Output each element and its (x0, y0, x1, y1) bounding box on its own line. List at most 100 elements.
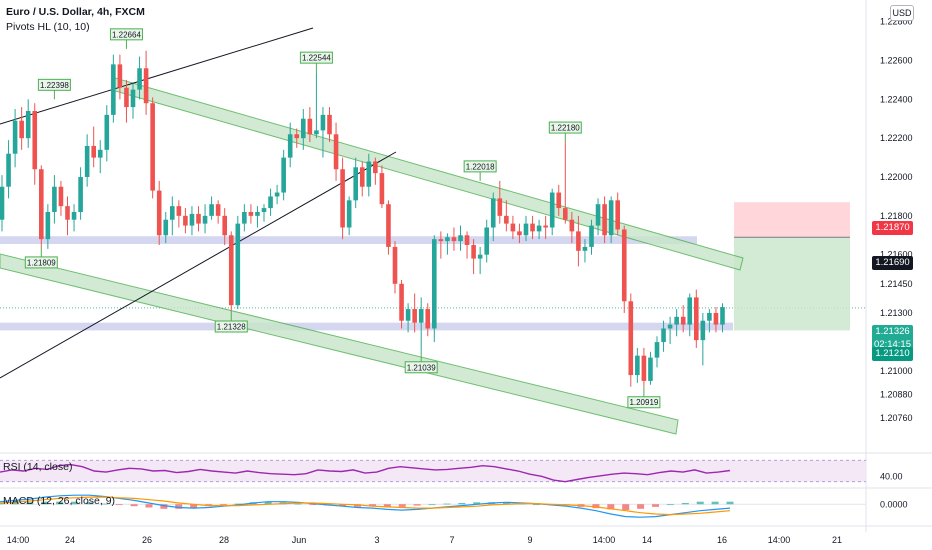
stop-price-tag: 1.21870 (872, 221, 913, 235)
candle-body (628, 301, 634, 376)
macd-histogram-bar (458, 502, 466, 505)
macd-histogram-bar (607, 504, 615, 510)
candle-body (635, 355, 640, 376)
macd-histogram-bar (711, 501, 719, 505)
candle-body (242, 211, 247, 224)
candle-body (490, 198, 496, 228)
pivot-label: 1.22180 (551, 124, 580, 133)
candle-body (667, 324, 673, 329)
candle-body (445, 237, 450, 242)
x-tick-label: 21 (832, 535, 842, 545)
candle-body (97, 149, 103, 158)
candle-body (183, 215, 188, 226)
candle-body (91, 145, 96, 158)
candle-body (563, 208, 568, 220)
macd-histogram-bar (428, 504, 436, 506)
candle-body (65, 206, 70, 220)
candle-body (294, 134, 300, 139)
macd-histogram-bar (398, 504, 406, 507)
candle-body (130, 89, 136, 108)
candle-body (268, 196, 273, 209)
candle-body (523, 223, 529, 236)
candle-body (661, 328, 666, 343)
macd-histogram-bar (503, 502, 511, 505)
macd-histogram-bar (56, 501, 64, 505)
y-tick-label: 1.21450 (880, 279, 913, 289)
target-price-tag: 1.21210 (872, 347, 913, 361)
currency-button[interactable]: USD (890, 5, 914, 21)
candle-body (615, 200, 620, 230)
candle-body (700, 320, 706, 341)
macd-histogram-bar (413, 504, 421, 506)
pivot-box (548, 121, 582, 134)
candle-body (654, 342, 660, 358)
candle-body (39, 169, 44, 240)
candle-body (602, 204, 607, 236)
candle-body (608, 200, 614, 236)
rsi-label[interactable]: RSI (14, close) (3, 461, 73, 473)
take-profit-zone (734, 237, 850, 331)
candle-body (425, 309, 431, 329)
pivot-label: 1.21328 (217, 323, 246, 332)
candle-body (517, 231, 522, 236)
y-tick-label: 1.21800 (880, 211, 913, 221)
pivot-box (109, 28, 143, 41)
macd-histogram-bar (145, 504, 153, 508)
candle-body (713, 312, 719, 325)
candle-body (694, 297, 699, 341)
candle-body (209, 204, 214, 216)
candle-body (189, 213, 195, 226)
current-price: 1.21326 (875, 326, 910, 337)
macd-label[interactable]: MACD (12, 26, close, 9) (3, 495, 116, 507)
pivot-box (214, 320, 248, 333)
pivot-box (627, 396, 661, 409)
entry-price-tag: 1.21690 (872, 256, 913, 270)
candle-body (25, 110, 31, 139)
indicator-label[interactable]: Pivots HL (10, 10) (6, 21, 90, 33)
candle-body (366, 161, 372, 187)
candle-body (432, 239, 437, 329)
candle-body (19, 120, 24, 139)
candle-body (707, 312, 712, 321)
candle-body (176, 206, 182, 216)
candle-body (477, 254, 483, 259)
macd-histogram-bar (41, 501, 49, 505)
candle-body (12, 120, 18, 154)
symbol-title[interactable]: Euro / U.S. Dollar, 4h, FXCM (6, 6, 145, 18)
pivot-label: 1.22398 (40, 81, 69, 90)
candle-body (674, 316, 679, 325)
y-tick-label: 1.22400 (880, 94, 913, 104)
macd-histogram-bar (234, 503, 242, 505)
x-tick-label: 14:00 (7, 535, 30, 545)
candle-body (373, 161, 378, 174)
candle-body (71, 211, 77, 220)
candle-body (32, 110, 38, 170)
y-tick-label: 1.21600 (880, 250, 913, 260)
candle-body (589, 225, 594, 247)
candle-body (379, 173, 385, 205)
macd-histogram-bar (85, 502, 93, 505)
candle-body (320, 114, 326, 131)
macd-histogram-bar (592, 504, 600, 509)
candle-body (333, 134, 339, 170)
candle-body (202, 215, 208, 224)
candle-body (582, 246, 588, 251)
pivot-label: 1.21809 (27, 258, 56, 267)
candle-body (510, 223, 516, 232)
x-tick-label: 14:00 (768, 535, 791, 545)
pivot-label: 1.22018 (466, 162, 495, 171)
macd-histogram-bar (26, 502, 34, 505)
candle-body (163, 219, 169, 236)
pivot-label: 1.21039 (407, 363, 436, 372)
y-tick-label: 1.22000 (880, 172, 913, 182)
x-tick-label: 24 (65, 535, 75, 545)
candle-body (222, 215, 227, 236)
candle-body (143, 68, 149, 104)
candle-body (353, 167, 358, 201)
macd-histogram-bar (368, 504, 376, 507)
pivot-box (37, 78, 71, 91)
candle-body (438, 239, 444, 242)
candle-body (595, 204, 601, 226)
